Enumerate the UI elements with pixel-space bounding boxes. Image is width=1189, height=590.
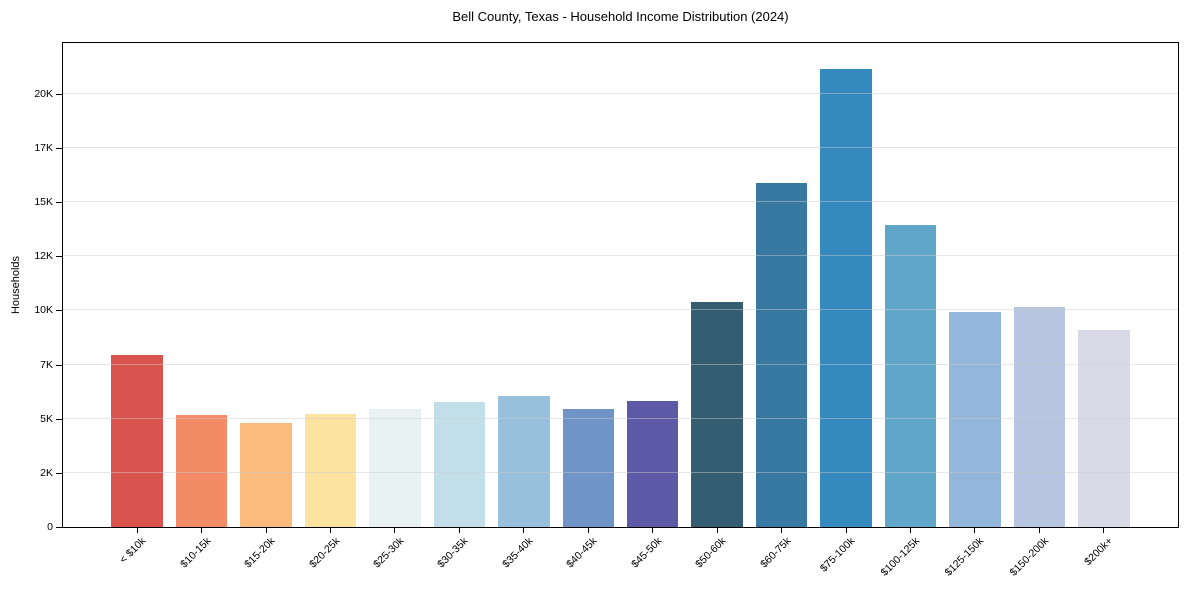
x-tick-label: $25-30k [371,535,407,571]
bar [369,408,421,527]
x-tick-mark [265,528,267,533]
x-tick-label: $60-75k [757,535,794,571]
bar [626,400,679,527]
bar-slot [298,43,362,527]
bar [1078,329,1130,527]
bar [433,401,486,527]
x-tick-label: $10-15k [177,535,214,571]
x-tick-mark [1103,528,1105,533]
plot-area [62,42,1179,528]
x-tick-mark [781,528,783,533]
x-tick-label: $75-100k [818,535,858,575]
bar-slot [556,43,620,527]
x-tick-mark [330,528,332,533]
bar-slot [427,43,491,527]
bar [820,69,872,527]
bar-slot [621,43,685,527]
bar [175,415,228,527]
bar [949,311,1001,527]
bar [1013,307,1066,527]
x-tick-mark [394,528,396,533]
bar-slot [943,43,1007,527]
y-axis-label-box: Households [1,42,31,528]
x-tick-mark [909,528,911,533]
x-tick-label: $150-200k [1007,535,1051,579]
x-tick-mark [845,528,847,533]
x-tick-label: $50-60k [693,535,729,571]
x-tick-mark [458,528,460,533]
bar-slot [105,43,169,527]
x-tick-label: $30-35k [435,535,471,571]
x-tick-label: $20-25k [306,535,343,571]
x-tick-mark [136,528,138,533]
x-tick-label: $15-20k [242,535,278,571]
x-tick-mark [587,528,589,533]
y-axis-label: Households [10,255,22,315]
bar [562,408,615,527]
bar-slot [1072,43,1136,527]
chart-title: Bell County, Texas - Household Income Di… [452,9,789,24]
bar-slot [363,43,427,527]
bar [304,413,357,527]
bar-slot [749,43,813,527]
x-tick-mark [716,528,718,533]
x-tick-mark [1038,528,1040,533]
bar-slot [878,43,942,527]
x-tick-mark [201,528,203,533]
bar-slot [234,43,298,527]
bar-slot [492,43,556,527]
bar [240,423,292,527]
bar-slot [169,43,233,527]
x-tick-label: $100-125k [878,535,922,579]
bar [498,395,550,527]
bar [755,182,808,527]
x-tick-mark [974,528,976,533]
bar [884,224,937,527]
bar [111,354,163,527]
bar [691,301,743,527]
x-tick-label: $200k+ [1082,535,1116,569]
x-tick-label: $40-45k [564,535,600,571]
bar-slot [814,43,878,527]
x-tick-label: $125-150k [942,535,987,579]
x-tick-mark [652,528,654,533]
bar-slot [685,43,749,527]
x-tick-label: $45-50k [628,535,665,571]
bar-slot [1007,43,1071,527]
x-tick-label: < $10k [117,535,149,566]
x-tick-label: $35-40k [500,535,536,571]
bars-row [63,43,1178,527]
x-tick-mark [523,528,525,533]
